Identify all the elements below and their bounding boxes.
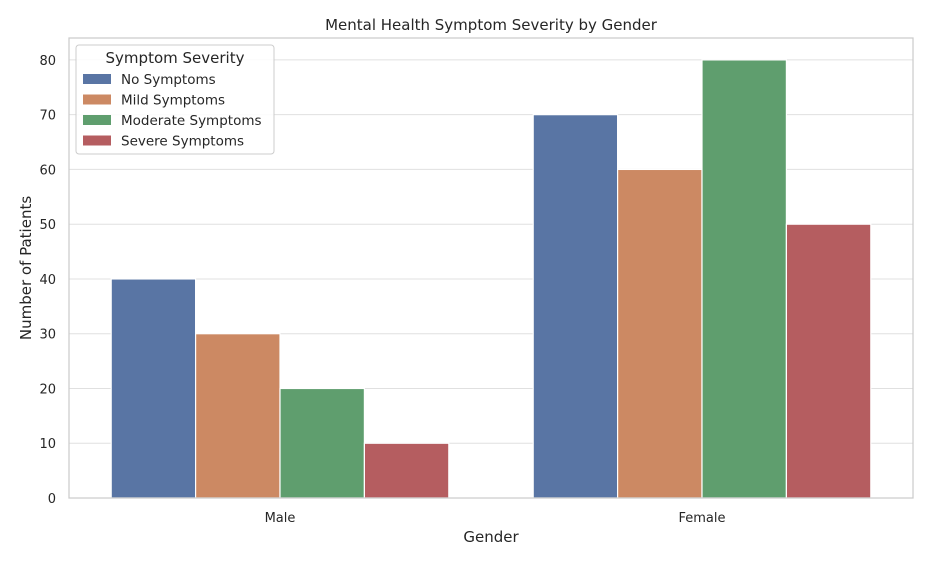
chart-title: Mental Health Symptom Severity by Gender — [325, 16, 658, 34]
legend-label: Moderate Symptoms — [121, 113, 262, 129]
y-tick-label: 70 — [39, 109, 56, 124]
plot-frame — [68, 37, 914, 499]
bar-mild-symptoms-female — [616, 168, 703, 499]
y-tick-label: 10 — [39, 437, 56, 452]
y-tick-label: 30 — [39, 328, 56, 343]
y-axis-label: Number of Patients — [17, 196, 35, 340]
bar-no-symptoms-male — [110, 278, 197, 499]
legend-label: Severe Symptoms — [121, 134, 244, 150]
legend: Symptom Severity No Symptoms Mild Symptom… — [75, 44, 275, 155]
x-ticks: Male Female — [265, 511, 726, 526]
bar-mild-symptoms-male — [195, 333, 281, 499]
legend-title: Symptom Severity — [106, 49, 245, 67]
legend-label: Mild Symptoms — [121, 93, 225, 109]
legend-swatch — [83, 94, 111, 105]
bars — [110, 59, 872, 499]
y-tick-label: 50 — [39, 218, 56, 233]
bar-severe-symptoms-female — [785, 223, 872, 499]
legend-box — [75, 44, 275, 155]
y-tick-label: 0 — [48, 492, 56, 507]
x-tick-label: Male — [265, 511, 296, 526]
y-tick-label: 80 — [39, 54, 56, 69]
legend-label: No Symptoms — [121, 72, 216, 88]
bar-no-symptoms-female — [532, 114, 619, 499]
bar-moderate-symptoms-male — [279, 387, 366, 499]
bar-moderate-symptoms-female — [701, 59, 788, 499]
y-tick-label: 60 — [39, 163, 56, 178]
bar-severe-symptoms-male — [363, 442, 450, 499]
y-tick-label: 20 — [39, 382, 56, 397]
x-axis-label: Gender — [463, 528, 519, 546]
y-ticks: 0 10 20 30 40 50 60 70 80 — [39, 54, 56, 507]
y-tick-label: 40 — [39, 273, 56, 288]
x-tick-label: Female — [678, 511, 725, 526]
legend-swatch — [83, 74, 111, 84]
legend-swatch — [83, 115, 111, 125]
legend-swatch — [83, 135, 111, 146]
